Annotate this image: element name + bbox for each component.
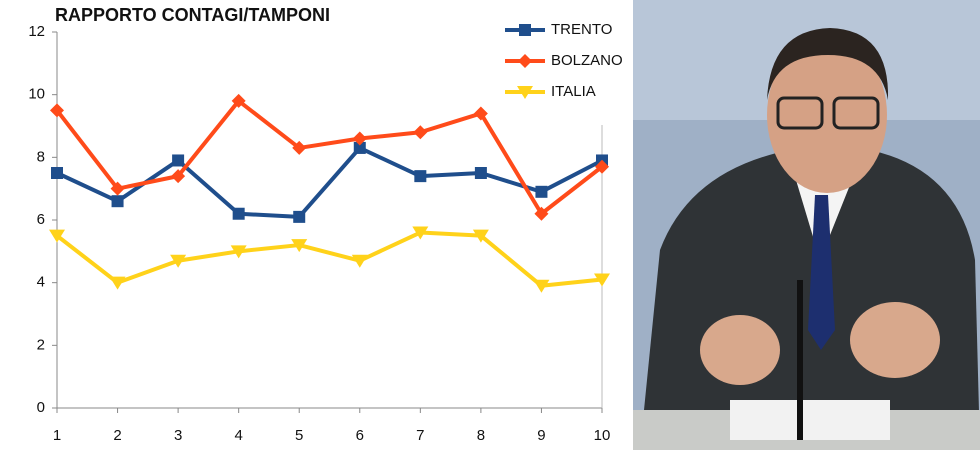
marker — [474, 167, 487, 179]
x-tick-label: 4 — [234, 427, 242, 444]
marker — [472, 229, 489, 243]
marker — [473, 106, 488, 121]
legend-marker — [517, 86, 533, 99]
marker — [351, 254, 368, 268]
y-tick-label: 4 — [37, 274, 45, 291]
legend-label: ITALIA — [551, 83, 596, 100]
papers — [730, 400, 890, 440]
hand-right — [850, 302, 940, 378]
marker — [232, 207, 245, 220]
y-tick-label: 2 — [37, 336, 45, 353]
marker — [595, 159, 609, 174]
marker — [109, 276, 126, 290]
marker — [231, 93, 246, 108]
hand-left — [700, 315, 780, 385]
x-tick-label: 6 — [356, 427, 364, 444]
marker — [230, 245, 247, 259]
marker — [171, 169, 186, 184]
x-tick-label: 3 — [174, 427, 182, 444]
marker — [413, 125, 428, 140]
y-tick-label: 12 — [28, 23, 45, 40]
marker — [49, 229, 65, 243]
legend-marker — [518, 54, 532, 68]
face — [767, 37, 887, 193]
x-tick-label: 5 — [295, 427, 303, 444]
y-tick-label: 6 — [37, 211, 45, 228]
marker — [292, 140, 307, 155]
glasses-right — [832, 96, 880, 130]
marker — [414, 170, 427, 183]
marker — [170, 254, 187, 268]
chart-title: RAPPORTO CONTAGI/TAMPONI — [55, 5, 330, 25]
marker — [412, 226, 429, 240]
series-line — [55, 98, 604, 216]
x-tick-label: 7 — [416, 427, 424, 444]
x-tick-label: 8 — [477, 427, 485, 444]
marker — [534, 206, 549, 221]
marker — [111, 195, 124, 208]
series-line — [55, 230, 603, 288]
photo — [633, 0, 980, 450]
x-tick-label: 2 — [113, 427, 121, 444]
marker — [533, 279, 550, 293]
legend-label: TRENTO — [551, 21, 612, 38]
x-tick-label: 9 — [537, 427, 545, 444]
legend-marker — [519, 24, 531, 36]
y-tick-label: 10 — [28, 86, 45, 103]
x-tick-label: 10 — [594, 427, 611, 444]
marker — [293, 210, 306, 223]
glasses-left — [776, 96, 824, 130]
hair — [767, 28, 889, 100]
marker — [594, 273, 610, 287]
marker — [535, 185, 548, 198]
marker — [51, 167, 63, 179]
marker — [291, 239, 308, 253]
marker — [50, 103, 64, 118]
marker — [352, 131, 367, 146]
y-tick-label: 0 — [37, 399, 45, 416]
marker — [172, 154, 185, 167]
marker — [353, 141, 366, 154]
marker — [110, 181, 125, 196]
y-tick-label: 8 — [37, 148, 45, 165]
x-tick-label: 1 — [53, 427, 61, 444]
legend-label: BOLZANO — [551, 52, 623, 69]
tie — [808, 195, 835, 350]
